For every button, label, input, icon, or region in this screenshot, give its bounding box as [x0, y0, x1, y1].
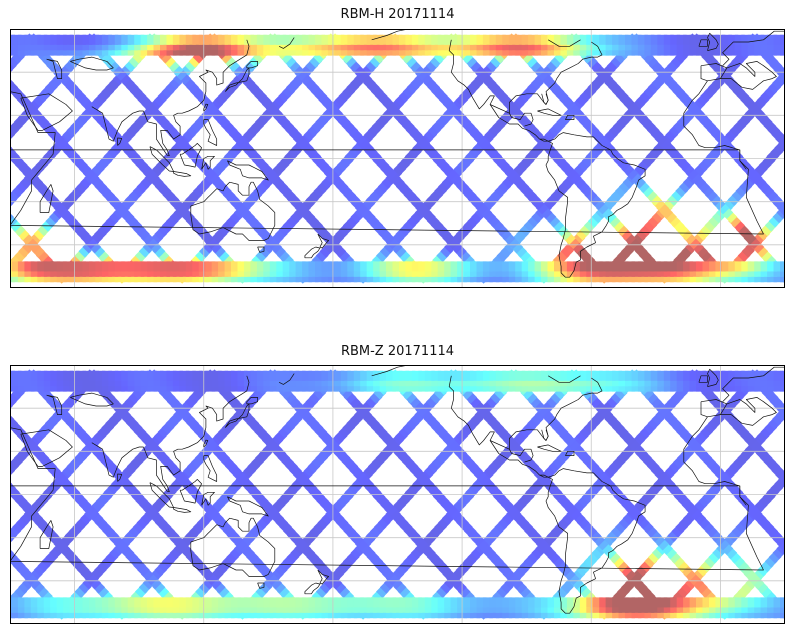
coastline-hispaniola	[565, 114, 575, 120]
panel-title-rbm-z: RBM-Z 20171114	[340, 344, 455, 359]
coastline-taiwan	[203, 439, 209, 448]
coastline-australia	[190, 517, 276, 577]
coastline-europe-north	[722, 366, 785, 402]
coastline-us-east	[509, 377, 603, 450]
coastline-philippines	[203, 119, 218, 146]
coastline-sulawesi	[201, 155, 215, 170]
coastline-w-africa	[683, 80, 747, 170]
coastline-hudson-east	[548, 39, 581, 47]
coastline-alaska	[371, 29, 409, 41]
coastline-tasmania	[257, 246, 265, 253]
map-frame	[10, 29, 785, 288]
map-panel-rbm-z	[10, 365, 785, 624]
coastline-new-guinea	[227, 160, 269, 181]
coastline-uk	[707, 368, 719, 387]
coastline-caspian	[46, 394, 63, 415]
coastline-india	[91, 442, 144, 478]
coastline-sumatra	[149, 482, 174, 508]
coastline-java	[173, 507, 192, 513]
coastline-sulawesi	[201, 491, 215, 506]
graticule	[10, 29, 785, 288]
coastline-cuba	[537, 108, 562, 116]
coastline-nz-north	[317, 569, 329, 585]
coastline-kamchatka	[278, 373, 295, 385]
coastline-java	[173, 171, 192, 177]
map-panel-rbm-h	[10, 29, 785, 288]
coastline-nz-south	[304, 582, 321, 595]
coastline-europe-north	[722, 30, 785, 66]
coastline-florida	[541, 429, 549, 441]
coastline-madagascar	[39, 520, 54, 549]
coastline-borneo	[179, 143, 202, 168]
coastline-hispaniola	[565, 450, 575, 456]
coastline-north-america	[448, 375, 646, 614]
coastline-sri-lanka	[117, 137, 123, 146]
coastline-arabia	[20, 93, 73, 131]
coastline-alaska	[371, 365, 409, 377]
coastline-hokkaido	[246, 397, 258, 405]
coastline-mediterranean	[720, 61, 777, 90]
coastline-florida	[541, 93, 549, 105]
coastline-ireland	[698, 375, 708, 383]
coastline-hudson-east	[548, 375, 581, 383]
coastline-tasmania	[257, 582, 265, 589]
coastline-philippines	[203, 455, 218, 482]
coastline-taiwan	[203, 103, 209, 112]
coastline-se-asia	[143, 375, 250, 493]
coastline-arabia	[20, 429, 73, 467]
map-frame	[10, 365, 785, 624]
coastline-black-sea	[70, 392, 114, 407]
coastline-hokkaido	[246, 61, 258, 69]
panel-title-rbm-h: RBM-H 20171114	[340, 7, 455, 22]
coastline-sri-lanka	[117, 473, 123, 482]
coastline-new-guinea	[227, 496, 269, 517]
swath-layer	[10, 369, 785, 620]
coastline-borneo	[179, 479, 202, 504]
coastline-caspian	[46, 58, 63, 79]
coastline-gulf-coast	[489, 440, 534, 463]
coastline-uk	[707, 32, 719, 51]
coastline-mediterranean	[720, 397, 777, 426]
coastline-black-sea	[70, 56, 114, 71]
coastline-kamchatka	[278, 37, 295, 49]
coastline-cuba	[537, 444, 562, 452]
coastline-us-east	[509, 41, 603, 114]
coastline-se-asia	[143, 39, 250, 157]
coastlines	[10, 29, 785, 278]
coastline-nz-south	[304, 246, 321, 259]
coastline-w-africa	[683, 416, 747, 506]
coastline-north-america	[448, 39, 646, 278]
coastline-nz-north	[317, 233, 329, 249]
coastline-sumatra	[149, 146, 174, 172]
coastline-gulf-coast	[489, 104, 534, 127]
coastline-ireland	[698, 39, 708, 47]
coastline-australia	[190, 181, 276, 241]
coastline-madagascar	[39, 184, 54, 213]
swath-layer	[10, 33, 785, 284]
coastlines	[10, 365, 785, 614]
coastline-india	[91, 106, 144, 142]
